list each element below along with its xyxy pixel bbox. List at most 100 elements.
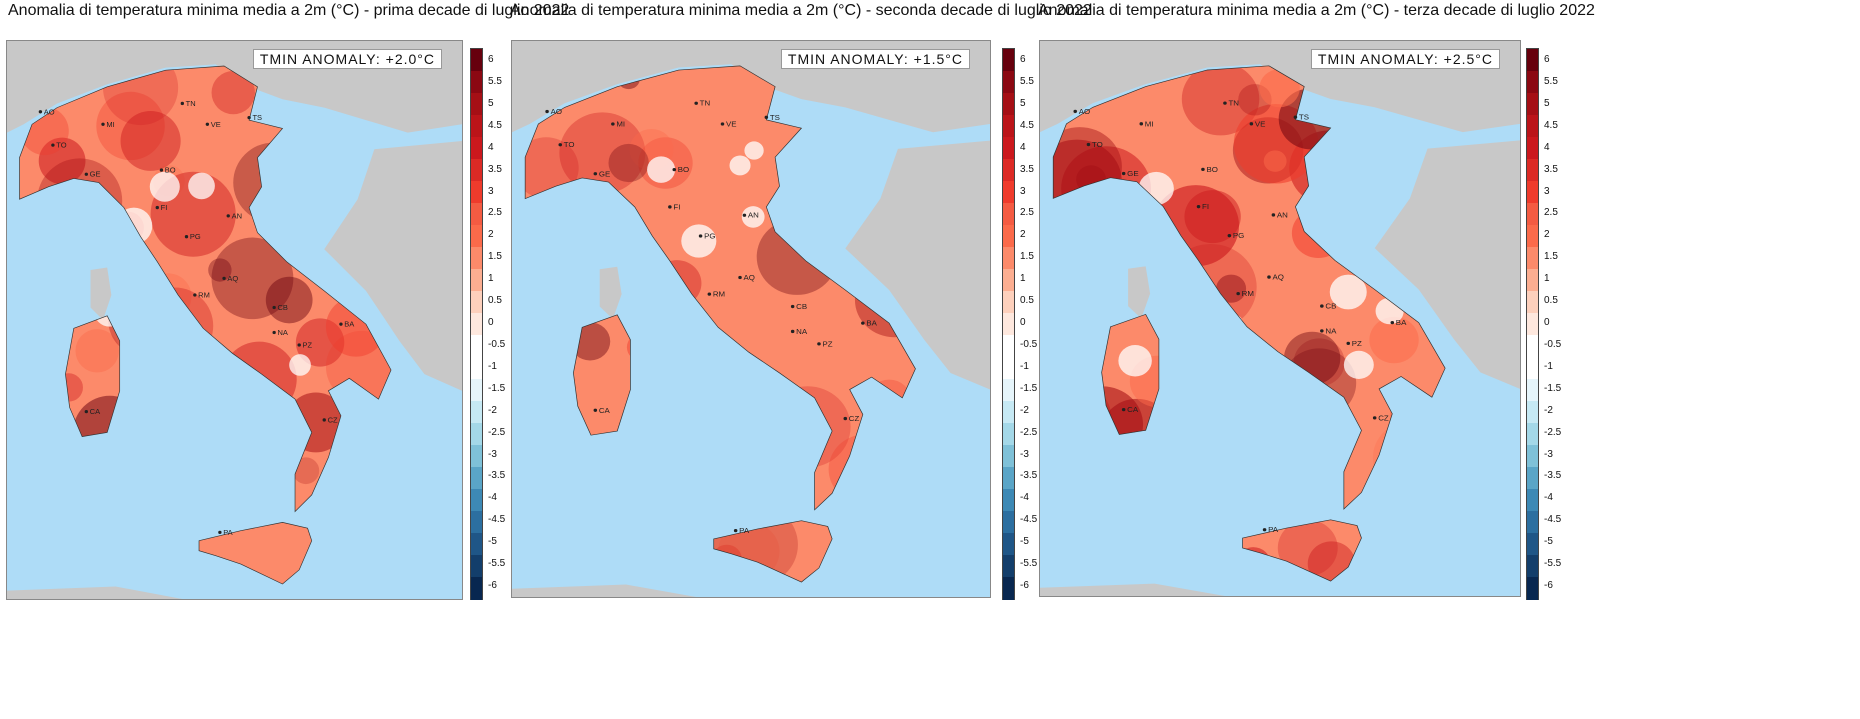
colorbar-tick-label: 0	[1544, 317, 1550, 328]
colorbar-tick-label: 3.5	[1020, 163, 1034, 175]
city-label: VE	[1255, 120, 1266, 129]
colorbar-tick-label: -1.5	[1020, 382, 1038, 394]
city-label: AQ	[744, 273, 755, 282]
colorbar-segment	[471, 247, 482, 270]
city-label: FI	[161, 203, 168, 212]
city-label: PG	[1233, 231, 1244, 240]
colorbar-tick-label: -6	[1020, 580, 1029, 591]
colorbar-tick-label: -1	[1544, 360, 1553, 372]
city-label: TS	[770, 113, 780, 122]
city-label: TN	[700, 99, 711, 108]
anomaly-blob	[1155, 506, 1230, 577]
land-outside-italy	[845, 140, 990, 390]
colorbar-segment	[1003, 269, 1014, 292]
city-marker	[733, 528, 738, 533]
anomaly-blob	[628, 414, 655, 440]
city-marker	[339, 322, 343, 326]
anomaly-blob	[640, 335, 719, 409]
anomaly-blob	[27, 468, 88, 529]
colorbar-segment	[471, 313, 482, 336]
city-marker	[38, 110, 43, 114]
anomaly-blob	[1393, 495, 1445, 544]
colorbar-segment	[1003, 357, 1014, 380]
city-marker	[742, 213, 747, 217]
colorbar-segment	[1527, 71, 1538, 94]
city-label: AQ	[1273, 273, 1284, 282]
colorbar-segment	[1003, 93, 1014, 116]
colorbar-tick-label: 2	[1020, 229, 1026, 241]
anomaly-blob	[221, 341, 297, 417]
city-marker	[159, 168, 164, 172]
panel-title: Anomalia di temperatura minima media a 2…	[8, 2, 570, 19]
tmin-anomaly-label: TMIN ANOMALY: +2.0°C	[252, 49, 442, 69]
colorbar	[1002, 48, 1015, 600]
map-panel-1: Anomalia di temperatura minima media a 2…	[0, 0, 569, 719]
colorbar-tick-label: -6	[488, 580, 497, 591]
colorbar-segment	[1003, 313, 1014, 336]
colorbar-segment	[1527, 203, 1538, 226]
anomaly-blob	[84, 519, 165, 585]
colorbar-tick-label: 2.5	[1544, 207, 1558, 219]
city-marker	[764, 115, 769, 120]
city-marker	[545, 109, 549, 114]
colorbar-tick-label: -4.5	[488, 514, 506, 526]
anomaly-blob	[1386, 431, 1446, 510]
city-label: BO	[678, 165, 689, 174]
cool-blob	[149, 171, 180, 202]
city-label: CA	[1127, 405, 1139, 414]
colorbar-tick-label: 3	[1020, 185, 1026, 197]
colorbar-segment	[471, 445, 482, 468]
anomaly-blob	[1259, 69, 1300, 108]
colorbar-segment	[1527, 115, 1538, 138]
city-label: PZ	[1352, 339, 1362, 348]
colorbar-segment	[1003, 445, 1014, 468]
anomaly-blob	[51, 518, 98, 565]
colorbar	[470, 48, 483, 600]
city-label: PA	[223, 528, 232, 537]
colorbar-tick-label: -5	[1544, 536, 1553, 548]
city-marker	[843, 416, 848, 421]
city-label: TS	[252, 113, 262, 122]
colorbar-tick-label: 0.5	[1020, 295, 1034, 307]
colorbar-tick-label: -2	[1020, 404, 1029, 416]
colorbar-segment	[1527, 379, 1538, 402]
city-label: BO	[1206, 165, 1217, 174]
cool-blob	[1329, 274, 1367, 310]
panel-title: Anomalia di temperatura minima media a 2…	[1038, 2, 1595, 19]
colorbar-tick-label: -2	[1544, 404, 1553, 416]
colorbar-tick-label: -1	[1020, 360, 1029, 372]
colorbar-segment	[1003, 291, 1014, 314]
colorbar-segment	[1003, 555, 1014, 578]
colorbar-segment	[1527, 577, 1538, 600]
city-marker	[1346, 341, 1351, 346]
colorbar-tick-label: 2.5	[1020, 207, 1034, 219]
anomaly-blob	[105, 431, 131, 457]
anomaly-blob	[265, 276, 313, 324]
colorbar-tick-label: 0.5	[488, 295, 502, 307]
sicily-outline	[713, 520, 833, 583]
colorbar-segment	[471, 533, 482, 556]
anomaly-blob	[867, 379, 912, 422]
colorbar-segment	[1003, 159, 1014, 182]
colorbar-tick-label: 0	[488, 317, 494, 328]
colorbar-tick-label: 3.5	[1544, 163, 1558, 175]
anomaly-blob	[626, 333, 657, 362]
anomaly-blob	[766, 398, 821, 451]
colorbar-tick-label: -4	[1544, 492, 1553, 504]
colorbar-tick-label: 2	[488, 229, 494, 241]
italy-map: AO TO MI TN VE TS GE BO FI AN PG AQ RM CB NA BA PZ CZ PA CA	[512, 41, 990, 597]
colorbar-segment	[1003, 423, 1014, 446]
city-label: CB	[1325, 302, 1336, 311]
city-marker	[672, 167, 677, 172]
colorbar	[1526, 48, 1539, 600]
cool-blob	[1224, 314, 1243, 331]
anomaly-blob	[211, 237, 294, 320]
colorbar-segment	[1003, 335, 1014, 358]
city-label: BA	[866, 319, 877, 328]
city-label: NA	[796, 327, 808, 336]
sicily-outline	[1242, 519, 1362, 582]
colorbar-segment	[471, 225, 482, 248]
city-label: CA	[90, 407, 100, 416]
colorbar-segment	[1003, 577, 1014, 600]
colorbar-segment	[1003, 137, 1014, 160]
